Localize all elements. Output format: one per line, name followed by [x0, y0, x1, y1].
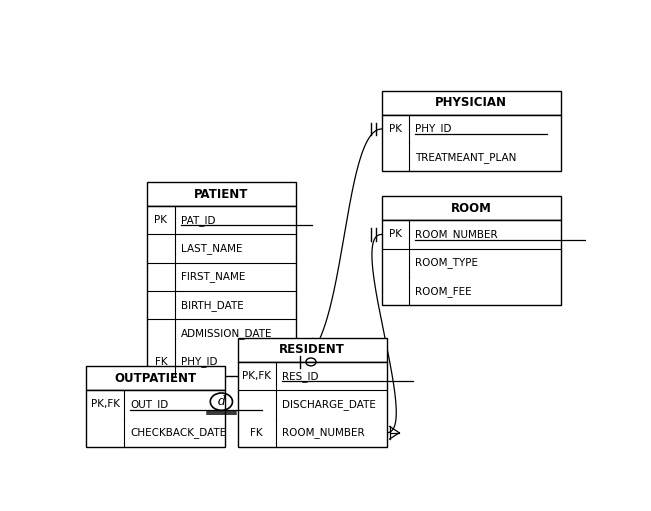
Text: BIRTH_DATE: BIRTH_DATE — [181, 300, 243, 311]
Bar — [381, 115, 561, 172]
Text: PHYSICIAN: PHYSICIAN — [435, 96, 507, 109]
Text: d: d — [217, 395, 225, 408]
Text: PHY_ID: PHY_ID — [415, 124, 452, 134]
Text: FK: FK — [154, 357, 167, 367]
Bar — [238, 362, 387, 447]
Text: ROOM_TYPE: ROOM_TYPE — [415, 258, 478, 268]
Text: PK,FK: PK,FK — [91, 400, 120, 409]
Text: PHY_ID: PHY_ID — [181, 357, 217, 367]
Text: PAT_ID: PAT_ID — [181, 215, 215, 226]
Bar — [381, 220, 561, 305]
Text: FIRST_NAME: FIRST_NAME — [181, 271, 245, 283]
Bar — [381, 91, 561, 115]
Bar — [87, 366, 225, 390]
Text: PK: PK — [389, 124, 402, 134]
Text: ROOM_FEE: ROOM_FEE — [415, 286, 472, 296]
Text: PK: PK — [154, 215, 167, 225]
Bar — [147, 182, 296, 206]
Text: PK,FK: PK,FK — [242, 371, 271, 381]
Text: CHECKBACK_DATE: CHECKBACK_DATE — [130, 427, 227, 438]
Text: OUTPATIENT: OUTPATIENT — [115, 371, 197, 385]
Text: RES_ID: RES_ID — [282, 370, 318, 382]
Text: DISCHARGE_DATE: DISCHARGE_DATE — [282, 399, 376, 410]
Text: OUT_ID: OUT_ID — [130, 399, 169, 410]
Text: ROOM_NUMBER: ROOM_NUMBER — [415, 229, 498, 240]
Bar — [238, 338, 387, 362]
Text: LAST_NAME: LAST_NAME — [181, 243, 242, 254]
Text: FK: FK — [251, 428, 263, 438]
Text: TREATMEANT_PLAN: TREATMEANT_PLAN — [415, 152, 517, 163]
Text: ROOM: ROOM — [450, 202, 492, 215]
Text: PK: PK — [389, 229, 402, 240]
Bar — [87, 390, 225, 447]
Text: RESIDENT: RESIDENT — [279, 343, 345, 356]
Bar — [381, 196, 561, 220]
Text: ROOM_NUMBER: ROOM_NUMBER — [282, 427, 365, 438]
Bar — [147, 206, 296, 376]
Text: ADMISSION_DATE: ADMISSION_DATE — [181, 328, 272, 339]
Text: PATIENT: PATIENT — [194, 188, 249, 201]
